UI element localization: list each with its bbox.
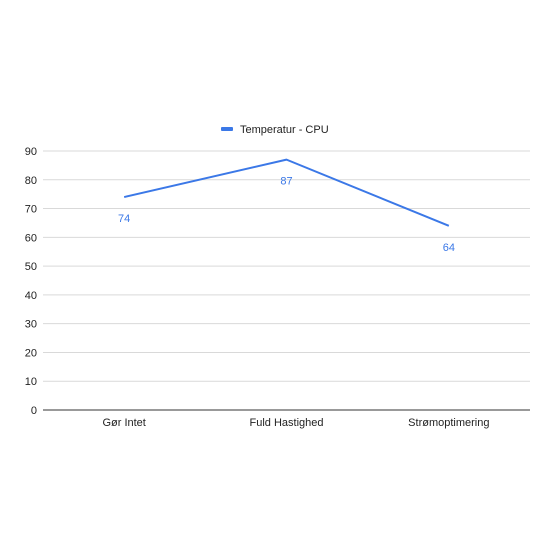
data-label: 64	[443, 242, 455, 254]
y-tick-label: 40	[25, 290, 37, 302]
y-tick-label: 80	[25, 175, 37, 187]
grid	[43, 150, 530, 411]
data-point[interactable]	[284, 157, 289, 162]
y-tick-label: 70	[25, 204, 37, 216]
y-tick-label: 30	[25, 319, 37, 331]
data-label: 74	[118, 213, 130, 225]
y-axis-ticks: 0 10 20 30 40 50 60 70 80 90	[25, 146, 37, 417]
y-tick-label: 90	[25, 146, 37, 158]
y-tick-label: 10	[25, 376, 37, 388]
x-tick-label: Fuld Hastighed	[250, 417, 324, 429]
legend[interactable]: Temperatur - CPU	[221, 124, 329, 136]
x-tick-label: Gør Intet	[102, 417, 145, 429]
legend-label: Temperatur - CPU	[240, 124, 329, 136]
series-line[interactable]	[123, 158, 450, 227]
series	[122, 157, 451, 228]
x-tick-label: Strømoptimering	[408, 417, 489, 429]
legend-swatch	[221, 127, 233, 131]
y-tick-label: 0	[31, 405, 37, 417]
y-tick-label: 50	[25, 261, 37, 273]
data-point[interactable]	[122, 195, 127, 200]
y-tick-label: 20	[25, 347, 37, 359]
data-label: 87	[280, 176, 292, 188]
x-axis-ticks: Gør Intet Fuld Hastighed Strømoptimering	[102, 417, 489, 429]
data-point[interactable]	[446, 223, 451, 228]
y-tick-label: 60	[25, 232, 37, 244]
data-labels: 74 87 64	[118, 176, 455, 254]
